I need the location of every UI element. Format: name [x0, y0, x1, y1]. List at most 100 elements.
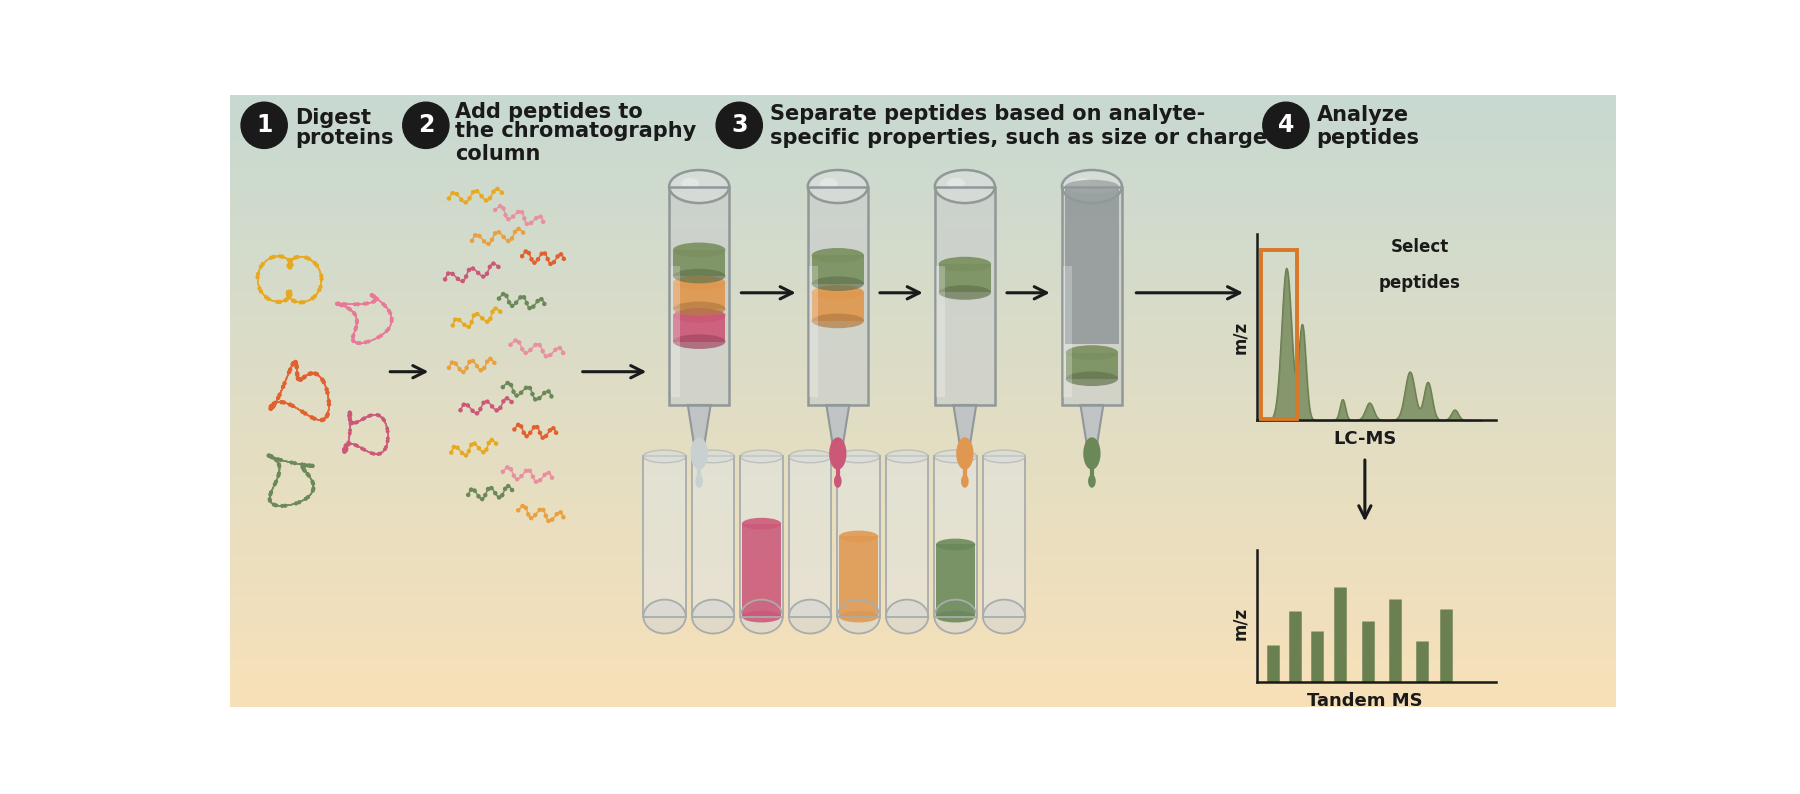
Bar — [230, 139, 1616, 142]
Bar — [670, 187, 729, 405]
Circle shape — [545, 434, 547, 437]
Ellipse shape — [673, 268, 725, 283]
Circle shape — [506, 466, 509, 469]
Circle shape — [299, 301, 302, 304]
Bar — [230, 398, 1616, 401]
Circle shape — [281, 255, 284, 258]
Circle shape — [553, 426, 554, 430]
Circle shape — [286, 291, 290, 294]
Circle shape — [301, 463, 304, 466]
Circle shape — [274, 402, 277, 404]
Circle shape — [515, 478, 518, 481]
Circle shape — [367, 414, 371, 417]
Ellipse shape — [934, 450, 977, 463]
Circle shape — [353, 334, 355, 337]
Bar — [230, 341, 1616, 344]
Bar — [230, 484, 1616, 487]
Circle shape — [356, 445, 358, 447]
Bar — [230, 604, 1616, 607]
Circle shape — [544, 391, 545, 395]
Bar — [230, 661, 1616, 664]
Circle shape — [378, 453, 380, 455]
Circle shape — [270, 404, 274, 407]
Circle shape — [301, 466, 304, 469]
Ellipse shape — [673, 276, 725, 290]
Circle shape — [360, 447, 364, 449]
Ellipse shape — [886, 450, 929, 463]
Circle shape — [464, 454, 468, 457]
Circle shape — [443, 278, 446, 281]
Bar — [230, 148, 1616, 150]
Circle shape — [376, 336, 380, 339]
Bar — [934, 187, 995, 405]
Bar — [230, 105, 1616, 107]
Ellipse shape — [808, 170, 868, 203]
Bar — [230, 182, 1616, 185]
Circle shape — [387, 437, 389, 440]
Circle shape — [349, 418, 351, 422]
Circle shape — [349, 308, 351, 310]
Circle shape — [385, 330, 389, 333]
Circle shape — [328, 399, 331, 403]
Circle shape — [515, 394, 518, 397]
Circle shape — [463, 323, 466, 326]
Bar — [230, 217, 1616, 220]
Circle shape — [355, 328, 356, 330]
Bar — [230, 669, 1616, 672]
Bar — [230, 248, 1616, 250]
Circle shape — [477, 495, 481, 498]
Circle shape — [497, 231, 500, 233]
Circle shape — [556, 255, 560, 258]
Bar — [230, 270, 1616, 272]
Bar — [230, 299, 1616, 301]
Circle shape — [459, 198, 463, 201]
Circle shape — [538, 508, 542, 511]
Circle shape — [373, 300, 376, 303]
Polygon shape — [1080, 405, 1103, 443]
Circle shape — [270, 456, 272, 458]
Circle shape — [468, 197, 472, 200]
Circle shape — [511, 488, 513, 491]
Bar — [230, 365, 1616, 368]
Bar — [230, 469, 1616, 472]
Bar — [230, 563, 1616, 566]
Circle shape — [490, 487, 493, 490]
Bar — [230, 243, 1616, 246]
Circle shape — [491, 262, 495, 265]
Bar — [934, 457, 977, 617]
Circle shape — [340, 304, 344, 306]
Bar — [230, 166, 1616, 168]
Circle shape — [383, 305, 387, 307]
Circle shape — [486, 320, 490, 323]
Circle shape — [293, 256, 297, 259]
Circle shape — [448, 197, 450, 200]
Circle shape — [499, 205, 502, 208]
Circle shape — [310, 464, 313, 468]
Bar — [230, 457, 1616, 460]
Circle shape — [533, 514, 536, 517]
Circle shape — [277, 464, 281, 468]
Bar — [1064, 266, 1073, 397]
Circle shape — [522, 431, 526, 434]
Bar — [230, 388, 1616, 391]
Circle shape — [466, 493, 470, 496]
Bar — [230, 187, 1616, 189]
Bar — [230, 502, 1616, 505]
Circle shape — [513, 428, 517, 431]
Circle shape — [549, 353, 553, 357]
Bar — [230, 235, 1616, 238]
Circle shape — [349, 432, 351, 434]
Circle shape — [502, 386, 504, 388]
Bar — [230, 439, 1616, 441]
Bar — [230, 394, 1616, 397]
Circle shape — [554, 349, 556, 351]
Circle shape — [356, 319, 358, 322]
Bar — [230, 145, 1616, 148]
Circle shape — [382, 418, 383, 420]
Bar — [230, 133, 1616, 136]
Circle shape — [344, 303, 347, 306]
Circle shape — [320, 418, 324, 422]
Circle shape — [383, 419, 385, 422]
Bar — [810, 266, 819, 397]
Circle shape — [284, 299, 286, 302]
